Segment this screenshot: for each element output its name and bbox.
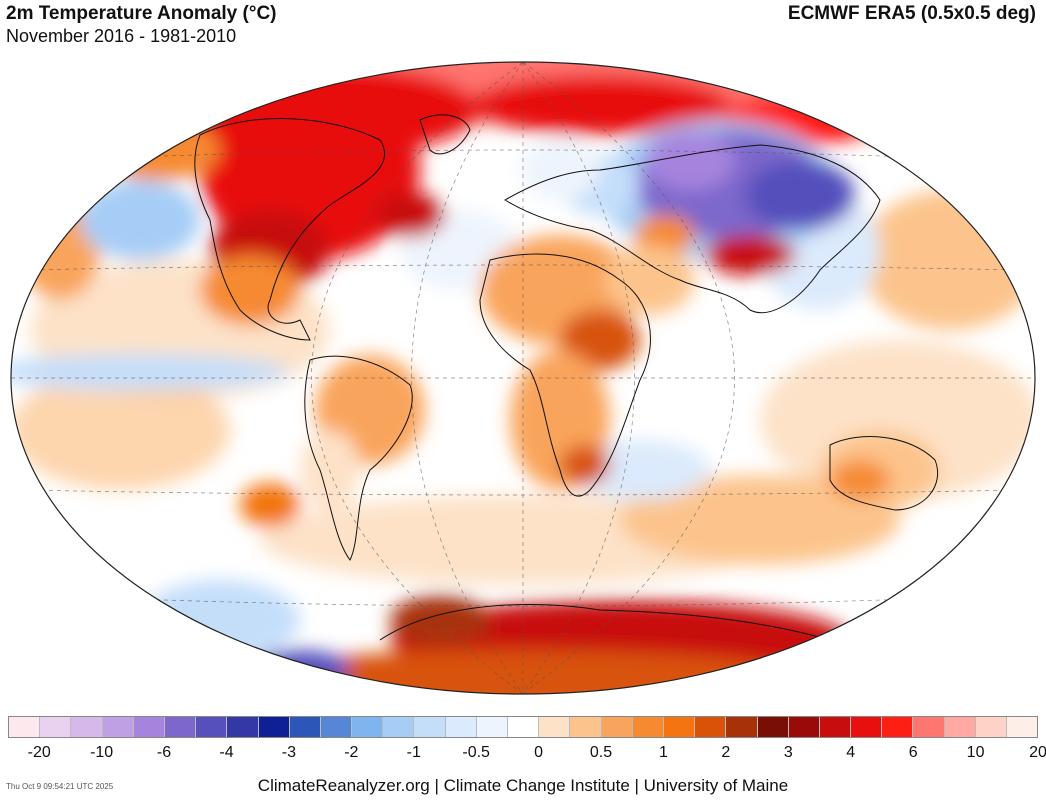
colorbar-swatch bbox=[882, 717, 914, 737]
colorbar-tick-label: 0 bbox=[534, 744, 544, 761]
colorbar-swatch bbox=[414, 717, 446, 737]
colorbar-tick-label: 6 bbox=[908, 744, 918, 761]
colorbar-swatch bbox=[164, 717, 197, 737]
colorbar-swatch bbox=[227, 717, 259, 737]
coastlines bbox=[194, 114, 939, 641]
colorbar-tick-label: -1 bbox=[406, 744, 421, 761]
colorbar-swatch bbox=[851, 717, 883, 737]
colorbar-swatch bbox=[320, 717, 353, 737]
colorbar-swatch bbox=[352, 717, 384, 737]
colorbar-swatch bbox=[445, 717, 477, 737]
colorbar-swatch bbox=[9, 717, 41, 737]
colorbar-swatch bbox=[102, 717, 134, 737]
colorbar-swatch bbox=[570, 717, 602, 737]
colorbar-swatch bbox=[819, 717, 852, 737]
colorbar-swatch bbox=[40, 717, 72, 737]
colorbar-tick-label: -20 bbox=[27, 744, 51, 761]
colorbar-swatch bbox=[196, 717, 228, 737]
colorbar-swatch bbox=[601, 717, 633, 737]
render-timestamp: Thu Oct 9 09:54:21 UTC 2025 bbox=[6, 782, 114, 791]
colorbar-swatch bbox=[476, 717, 508, 737]
colorbar-swatch bbox=[788, 717, 820, 737]
colorbar-swatch bbox=[726, 717, 758, 737]
colorbar-swatch bbox=[258, 717, 290, 737]
colorbar-swatch bbox=[383, 717, 415, 737]
colorbar-swatch bbox=[975, 717, 1007, 737]
colorbar-swatch bbox=[133, 717, 165, 737]
colorbar-swatch bbox=[289, 717, 321, 737]
globe-outline bbox=[10, 61, 1036, 695]
colorbar-tick-label: -4 bbox=[219, 744, 234, 761]
colorbar-tick-label: -2 bbox=[344, 744, 359, 761]
colorbar-swatch bbox=[539, 717, 571, 737]
colorbar-tick-label: 2 bbox=[721, 744, 731, 761]
colorbar-swatch bbox=[1007, 717, 1038, 737]
map-title: 2m Temperature Anomaly (°C) bbox=[6, 3, 277, 24]
data-source-label: ECMWF ERA5 (0.5x0.5 deg) bbox=[787, 3, 1036, 24]
colorbar-tick-label: 20 bbox=[1029, 744, 1046, 761]
colorbar-swatch bbox=[695, 717, 727, 737]
colorbar-swatch bbox=[944, 717, 976, 737]
colorbar-swatch bbox=[663, 717, 696, 737]
colorbar-tick-label: 1 bbox=[659, 744, 668, 761]
colorbar-tick-label: 10 bbox=[966, 744, 985, 761]
colorbar-tick-label: -3 bbox=[281, 744, 297, 761]
colorbar-swatch bbox=[913, 717, 945, 737]
map-subtitle: November 2016 - 1981-2010 bbox=[6, 26, 237, 46]
colorbar-tick-label: 0.5 bbox=[589, 744, 613, 761]
colorbar-tick-label: 4 bbox=[846, 744, 856, 761]
colorbar-tick-label: -6 bbox=[156, 744, 172, 761]
graticule bbox=[11, 62, 1035, 694]
colorbar-tick-label: 3 bbox=[783, 744, 793, 761]
colorbar-swatch bbox=[632, 717, 664, 737]
colorbar-ticks: -20 -10 -6 -4 -3 -2 -1 -0.5 0 0.5 1 2 3 4 6 10 20 bbox=[0, 744, 1046, 764]
anomaly-field bbox=[11, 62, 1035, 694]
colorbar-swatch bbox=[508, 717, 540, 737]
anomaly-colorbar bbox=[8, 716, 1038, 738]
colorbar-tick-label: -10 bbox=[90, 744, 114, 761]
colorbar-swatch bbox=[71, 717, 103, 737]
colorbar-tick-label: -0.5 bbox=[462, 744, 490, 761]
colorbar-swatch bbox=[757, 717, 789, 737]
footer-credit: ClimateReanalyzer.org | Climate Change I… bbox=[257, 776, 789, 795]
anomaly-map bbox=[10, 61, 1036, 695]
